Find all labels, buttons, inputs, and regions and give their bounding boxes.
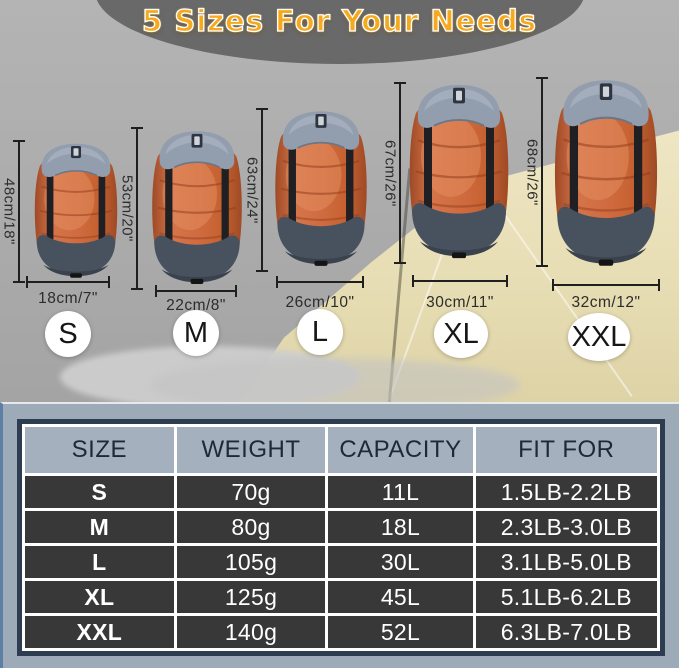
table-cell-fit: 6.3LB-7.0LB: [475, 616, 657, 648]
size-badge-m: M: [173, 310, 219, 356]
width-arrow-xxl: [552, 279, 660, 291]
stuff-sack-icon: [147, 127, 247, 290]
gravel-ground: [150, 358, 520, 402]
height-arrow-l: [256, 108, 268, 272]
height-arrow-m: [131, 127, 143, 290]
table-cell-capacity: 30L: [328, 546, 473, 578]
table-cell-weight: 105g: [176, 546, 326, 578]
width-label-xl: 30cm/11": [426, 294, 494, 311]
column-header-size: SIZE: [25, 427, 174, 473]
size-badge-l: L: [297, 309, 343, 355]
product-photo-section: 5 Sizes For Your Needs 48cm/18" 18cm/7" …: [0, 0, 679, 402]
stuff-sack-xl: [404, 80, 514, 265]
stuff-sack-l: [270, 107, 372, 272]
stuff-sack-m: [147, 127, 247, 290]
table-cell-size: L: [25, 546, 174, 578]
spec-table: SIZE WEIGHT CAPACITY FIT FOR S 70g 11L 1.5L…: [17, 419, 665, 656]
column-header-weight: WEIGHT: [176, 427, 326, 473]
width-label-xxl: 32cm/12": [571, 294, 641, 311]
stuff-sack-s: [30, 140, 122, 283]
height-arrow-xl: [394, 82, 406, 264]
width-label-s: 18cm/7": [38, 290, 98, 307]
height-arrow-s: [13, 140, 25, 283]
table-cell-capacity: 11L: [328, 476, 473, 508]
table-cell-capacity: 45L: [328, 581, 473, 613]
width-arrow-m: [155, 285, 237, 297]
table-cell-size: S: [25, 476, 174, 508]
height-label-xl: 67cm/26": [381, 139, 399, 207]
table-cell-size: XXL: [25, 616, 174, 648]
height-label-m: 53cm/20": [118, 175, 136, 242]
height-label-l: 63cm/24": [243, 156, 261, 224]
table-cell-fit: 2.3LB-3.0LB: [475, 511, 657, 543]
table-cell-size: XL: [25, 581, 174, 613]
table-cell-size: M: [25, 511, 174, 543]
table-cell-fit: 1.5LB-2.2LB: [475, 476, 657, 508]
width-label-l: 26cm/10": [285, 294, 355, 311]
height-arrow-xxl: [536, 77, 548, 267]
table-cell-weight: 140g: [176, 616, 326, 648]
table-cell-weight: 125g: [176, 581, 326, 613]
width-label-m: 22cm/8": [166, 297, 226, 314]
table-cell-capacity: 52L: [328, 616, 473, 648]
size-badge-xl: XL: [434, 310, 488, 358]
size-badge-s: S: [45, 311, 91, 357]
page-title: 5 Sizes For Your Needs: [141, 3, 537, 38]
height-label-xxl: 68cm/26": [523, 138, 541, 206]
width-arrow-l: [276, 276, 364, 288]
column-header-capacity: CAPACITY: [328, 427, 473, 473]
table-cell-fit: 3.1LB-5.0LB: [475, 546, 657, 578]
stuff-sack-icon: [30, 140, 122, 283]
stuff-sack-icon: [549, 75, 663, 273]
table-cell-fit: 5.1LB-6.2LB: [475, 581, 657, 613]
table-cell-capacity: 18L: [328, 511, 473, 543]
stuff-sack-icon: [404, 80, 514, 265]
column-header-fitfor: FIT FOR: [475, 427, 657, 473]
stuff-sack-icon: [270, 107, 372, 272]
height-label-s: 48cm/18": [0, 178, 18, 245]
width-arrow-xl: [412, 275, 508, 287]
table-cell-weight: 80g: [176, 511, 326, 543]
size-badge-xxl: XXL: [568, 313, 630, 361]
spec-table-section: SIZE WEIGHT CAPACITY FIT FOR S 70g 11L 1.5L…: [0, 402, 679, 668]
table-cell-weight: 70g: [176, 476, 326, 508]
width-arrow-s: [26, 276, 110, 288]
stuff-sack-xxl: [549, 75, 663, 273]
